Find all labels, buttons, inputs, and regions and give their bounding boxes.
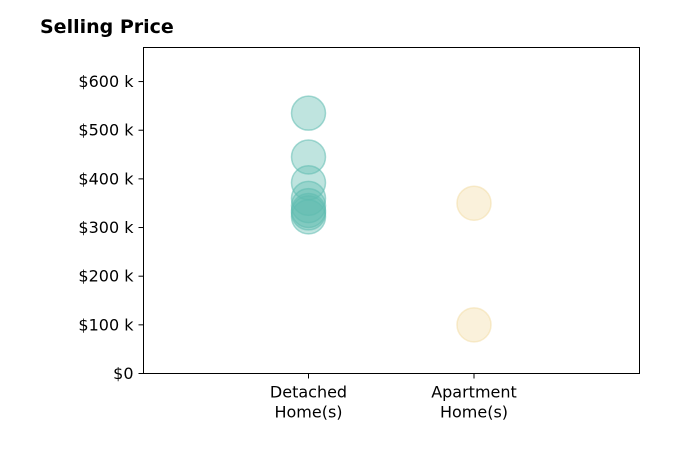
x-tick-label: Detached Home(s) [270,383,347,422]
data-point [290,95,327,131]
x-tick-label-line: Home(s) [274,403,342,422]
y-tick-label: $100 k [78,315,134,334]
chart-title: Selling Price [40,16,174,38]
y-tick-label: $400 k [78,169,134,188]
data-point [456,185,492,221]
y-tick-label: $500 k [78,121,134,140]
y-tick-label: $600 k [78,72,134,91]
y-tick-label: $200 k [78,267,134,286]
data-point [290,199,327,235]
x-tick-label: Apartment Home(s) [431,383,517,422]
x-tick-label-line: Detached [270,383,347,402]
y-tick-label: $300 k [78,218,134,237]
data-points [290,95,492,343]
data-point [456,307,492,343]
x-axis: Detached Home(s)Apartment Home(s) [270,373,517,422]
x-tick-label-line: Apartment [431,383,517,402]
data-point [290,139,327,175]
y-axis: $0 $100 k $200 k $300 k $400 k $500 k $600 k [78,72,144,383]
x-tick-label-line: Home(s) [440,403,508,422]
y-tick-label: $0 [113,364,133,383]
data-point [290,180,327,217]
plot-frame [143,47,640,374]
